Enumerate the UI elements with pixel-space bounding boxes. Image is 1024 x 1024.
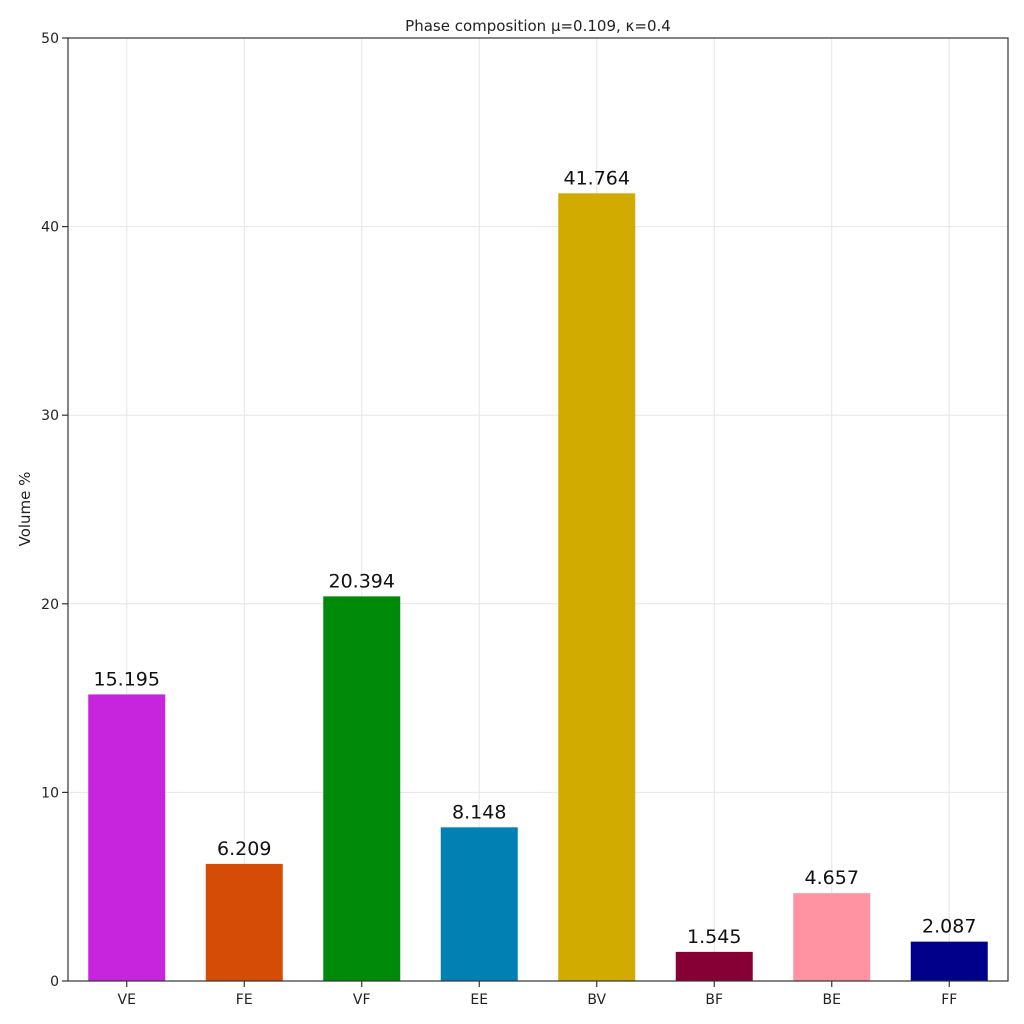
value-label-ve: 15.195 (94, 668, 160, 690)
bar-be (793, 893, 871, 981)
value-label-ff: 2.087 (922, 916, 976, 938)
x-tick-label: BF (705, 992, 723, 1008)
x-tick-label: VF (353, 992, 371, 1008)
bar-ee (440, 827, 518, 981)
y-tick-label: 40 (41, 220, 59, 236)
bar-fe (205, 863, 283, 981)
value-label-vf: 20.394 (329, 570, 395, 592)
y-tick-label: 10 (41, 785, 59, 801)
grid (68, 37, 1008, 982)
bar-ff (910, 941, 988, 981)
bars (88, 193, 988, 982)
chart-title: Phase composition μ=0.109, κ=0.4 (405, 17, 671, 35)
y-tick-label: 30 (41, 408, 59, 424)
y-tick-label: 50 (41, 31, 59, 47)
bar-bv (558, 193, 636, 982)
value-labels: 15.195 6.209 20.394 8.148 41.764 1.545 4.657 2.… (94, 167, 977, 948)
plot-frame (67, 37, 1009, 982)
y-axis-label: Volume % (16, 472, 34, 547)
x-tick-label: BV (587, 992, 606, 1008)
x-tick-label: VE (118, 992, 136, 1008)
value-label-be: 4.657 (805, 867, 859, 889)
bar-bf (675, 951, 753, 981)
x-tick-label: FF (941, 992, 957, 1008)
bar-vf (323, 596, 401, 981)
x-tick-label: BE (823, 992, 841, 1008)
x-tick-label: FE (236, 992, 253, 1008)
value-label-bv: 41.764 (564, 167, 630, 189)
y-tick-label: 0 (50, 974, 59, 990)
value-label-fe: 6.209 (217, 838, 271, 860)
bar-ve (88, 694, 166, 981)
value-label-ee: 8.148 (452, 801, 506, 823)
y-tick-label: 20 (41, 597, 59, 613)
value-label-bf: 1.545 (687, 926, 741, 948)
x-tick-label: EE (470, 992, 488, 1008)
axes: 0 10 20 30 40 50 VE FE VF EE BV BF BE FF (41, 31, 1009, 1008)
